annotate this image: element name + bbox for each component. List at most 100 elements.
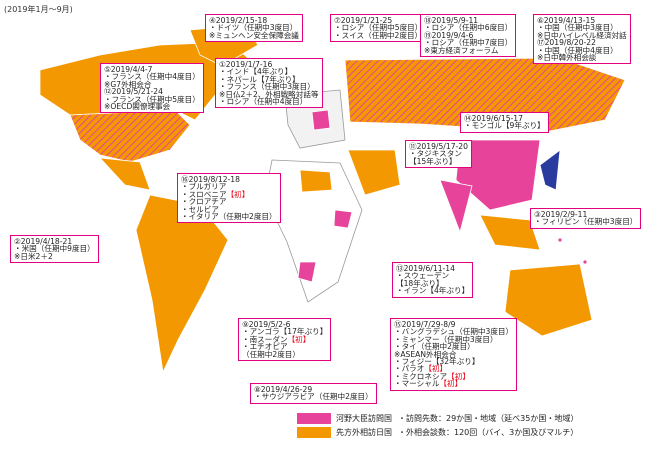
annotation-line: ※日中韓外相会談 [537, 53, 597, 63]
annotation-line: ・スウェーデン [396, 271, 450, 281]
first-visit-tag: 【初】 [447, 371, 470, 381]
annotation-line: 【15年ぶり】 [409, 156, 457, 166]
legend-label: 河野大臣訪問国 [336, 413, 392, 423]
legend-row: 河野大臣訪問国 ・訪問先数：29か国・地域（延べ35か国・地域） [297, 411, 578, 425]
annotation-line: ・アンゴラ【17年ぶり】 [242, 327, 328, 337]
annotation-line: ⑦2019/1/21-25 [334, 16, 393, 25]
angola [297, 261, 317, 283]
annotation-box: ③2019/2/9-11 ・フィリピン（任期中3度目） [530, 208, 642, 229]
first-visit-tag: 【初】 [226, 189, 250, 199]
annotation-line: ・ブルガリア [181, 182, 227, 192]
annotation-line: ※日米2＋2 [14, 251, 53, 261]
annotation-line: ⑮2019/7/29-8/9 [394, 320, 456, 329]
annotation-line: ・フランス（任期中4度目） [104, 72, 200, 82]
micronesia [582, 259, 588, 265]
annotation-line: ・中国（任期中3度目） [537, 23, 618, 33]
germany [311, 109, 331, 131]
annotation-line: ・ミャンマー（任期中3度目） [394, 334, 498, 344]
annotation-line: ・フランス（任期中3度目） [219, 82, 315, 92]
annotation-box: ⑥2019/4/13-15 ・中国（任期中3度目） ※日中ハイレベル経済対話 ⑰201… [533, 14, 631, 65]
annotation-box: ⑯2019/8/12-18 ・ブルガリア ・スロベニア【初】 ・クロアチア ・セルビア・… [177, 173, 281, 224]
annotation-text: ・マーシャル [394, 379, 440, 389]
middle-east [347, 149, 401, 196]
southeast-asia [479, 214, 541, 251]
annotation-box: ⑨2019/5/2-6 ・アンゴラ【17年ぶり】 ・南スーダン【初】 ・エチオピア （任… [238, 318, 332, 362]
annotation-line: ・ロシア（任期中6度目） [424, 23, 513, 33]
annotation-line: ・ロシア（任期中7度目） [424, 38, 513, 48]
annotation-line: ・エチオピア [242, 342, 288, 352]
annotation-line: ・クロアチア [181, 197, 227, 207]
annotation-line: ⑥2019/4/13-15 [537, 16, 596, 25]
annotation-box: ②2019/4/18-21 ・米国（任期中9度目） ※日米2＋2 [10, 235, 99, 264]
annotation-line: ・イラン【4年ぶり】 [396, 286, 470, 296]
annotation-line: ・インド【4年ぶり】 [219, 67, 293, 77]
annotation-text: ・ミクロネシア [394, 371, 448, 381]
annotation-line: ・イタリア（任期中2度目） [181, 212, 277, 222]
annotation-line: ・パラオ【初】 [394, 364, 513, 374]
annotation-box: ⑱2019/5/9-11 ・ロシア（任期中6度目） ⑲2019/9/4-6 ・ロシア（… [420, 14, 517, 58]
annotation-line: ・スイス（任期中2度目） [334, 30, 423, 40]
mexico [98, 157, 151, 191]
annotation-line: ・南スーダン【初】 [242, 334, 327, 344]
annotation-line: ・タジキスタン [409, 149, 462, 159]
annotation-line: ※日仏2＋2、外相戦略対話等 [219, 89, 319, 99]
annotation-line: ・ミクロネシア【初】 [394, 371, 513, 381]
legend-note: ・外相会談数：120回（バイ、3か国及びマルチ） [398, 427, 579, 437]
north-africa [299, 169, 333, 193]
annotation-box: ⑦2019/1/21-25 ・ロシア（任期中5度目） ・スイス（任期中2度目） [330, 14, 427, 43]
annotation-line: ・米国（任期中9度目） [14, 244, 95, 254]
annotation-line: ⑲2019/9/4-6 [424, 30, 474, 40]
legend-row: 先方外相訪日国 ・外相会談数：120回（バイ、3か国及びマルチ） [297, 425, 578, 439]
annotation-text: ・スロベニア [181, 189, 227, 199]
annotation-line: ⑭2019/6/15-17 [464, 114, 523, 123]
annotation-box: ⑧2019/4/26-29 ・サウジアラビア（任期中2度目） [250, 383, 377, 404]
annotation-line: ・中国（任期中4度目） [537, 45, 618, 55]
annotation-line: ※日中ハイレベル経済対話 [537, 30, 627, 40]
annotation-line: ①2019/1/7-16 [219, 60, 273, 69]
annotation-line: ・フランス（任期中5度目） [104, 94, 200, 104]
first-visit-tag: 【初】 [287, 334, 311, 344]
annotation-line: ※ミュンヘン安全保障会議 [209, 30, 299, 40]
annotation-line: ・サウジアラビア（任期中2度目） [254, 392, 373, 402]
annotation-line: ※ASEAN外相会合 [394, 349, 457, 359]
japan [539, 149, 561, 191]
annotation-box: ⑤2019/4/4-7 ・フランス（任期中4度目） ※G7外相会合 ⑫2019/5/2… [100, 63, 204, 114]
annotation-line: ※OECD閣僚理事会 [104, 102, 171, 112]
period: (2019年1月～9月) [4, 5, 73, 14]
annotation-line: ・マーシャル【初】 [394, 379, 513, 389]
annotation-line: ・セルビア [181, 204, 219, 214]
annotation-line: ⑱2019/5/9-11 [424, 16, 479, 25]
annotation-line: ⑧2019/4/26-29 [254, 385, 313, 394]
first-visit-tag: 【初】 [439, 379, 463, 389]
annotation-box: ⑪2019/5/17-20 ・タジキスタン 【15年ぶり】 [405, 140, 472, 169]
annotation-line: ⑪2019/5/17-20 [409, 142, 468, 151]
annotation-line: （任期中2度目） [242, 349, 300, 359]
india [439, 179, 473, 234]
legend-label: 先方外相訪日国 [336, 427, 392, 437]
annotation-line: ※G7外相会合 [104, 79, 152, 89]
annotation-line: ③2019/2/9-11 [534, 210, 588, 219]
annotation-box: ⑬2019/6/11-14 ・スウェーデン 【18年ぶり】 ・イラン【4年ぶり】 [392, 262, 474, 298]
annotation-line: ・タイ（任期中2度目） [394, 342, 475, 352]
legend-note: ・訪問先数：29か国・地域（延べ35か国・地域） [398, 413, 579, 423]
annotation-line: ⑰2019/8/20-22 [537, 38, 596, 48]
ethiopia [333, 209, 353, 229]
annotation-line: ※東方経済フォーラム [424, 45, 499, 55]
first-visit-tag: 【初】 [424, 364, 448, 374]
legend-swatch [297, 426, 331, 438]
annotation-line: 【18年ぶり】 [396, 278, 444, 288]
annotation-line: ②2019/4/18-21 [14, 237, 73, 246]
annotation-line: ⑯2019/8/12-18 [181, 175, 240, 184]
legend: 河野大臣訪問国 ・訪問先数：29か国・地域（延べ35か国・地域） 先方外相訪日国 ・外… [297, 411, 578, 439]
annotation-line: ⑤2019/4/4-7 [104, 65, 153, 74]
china [455, 139, 541, 211]
annotation-line: ・ロシア（任期中5度目） [334, 23, 423, 33]
annotation-box: ⑭2019/6/15-17 ・モンゴル【9年ぶり】 [460, 112, 549, 133]
legend-swatch [297, 412, 331, 424]
annotation-line: ・バングラデシュ（任期中3度目） [394, 327, 514, 337]
palau [557, 237, 563, 243]
australia [504, 263, 593, 337]
annotation-line: ・ロシア（任期中4度目） [219, 97, 308, 107]
annotation-box: ⑮2019/7/29-8/9 ・バングラデシュ（任期中3度目） ・ミャンマー（任期中… [390, 318, 518, 391]
